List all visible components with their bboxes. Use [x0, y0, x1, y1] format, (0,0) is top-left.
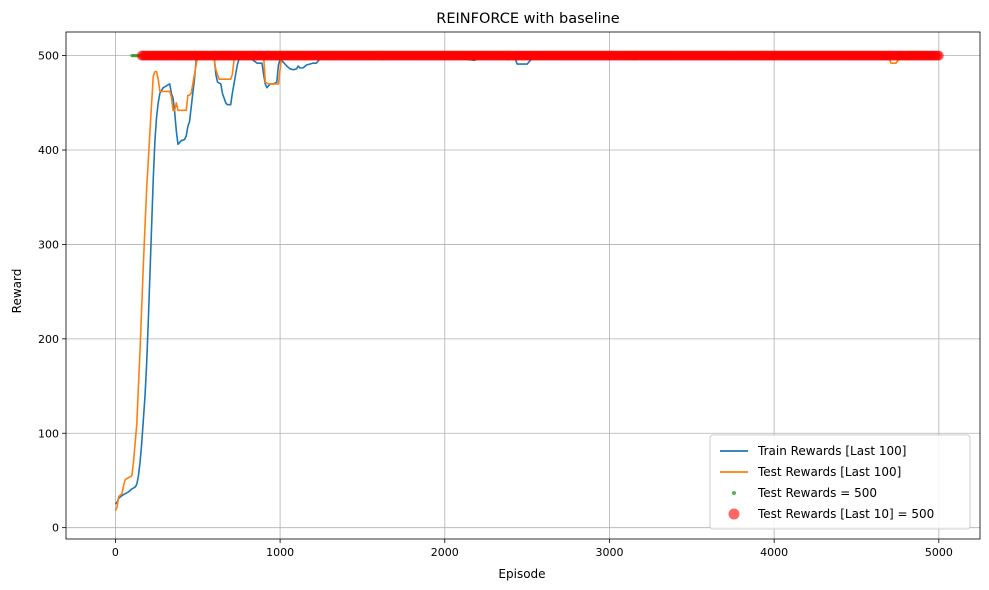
- axes-frame: [65, 31, 981, 540]
- legend: Train Rewards [Last 100] Test Rewards [La…: [709, 434, 971, 530]
- x-tick-label: 2000: [431, 546, 459, 559]
- legend-label-2: Test Rewards = 500: [757, 486, 877, 500]
- legend-label-1: Test Rewards [Last 100]: [757, 465, 901, 479]
- x-tick-label: 1000: [266, 546, 294, 559]
- legend-label-3: Test Rewards [Last 10] = 500: [757, 507, 934, 521]
- y-tick-label: 400: [38, 144, 59, 157]
- y-tick-label: 100: [38, 427, 59, 440]
- legend-box: [709, 434, 971, 530]
- x-axis-label: Episode: [498, 567, 545, 581]
- series-line-1: [114, 54, 939, 511]
- y-tick-label: 300: [38, 238, 59, 251]
- test-reward-last10-marker: [933, 50, 944, 61]
- legend-swatch-2: [732, 491, 736, 495]
- y-axis-label: Reward: [10, 269, 24, 314]
- x-tick-label: 0: [112, 546, 119, 559]
- y-tick-label: 200: [38, 333, 59, 346]
- x-tick-label: 4000: [760, 546, 788, 559]
- x-tick-label: 3000: [595, 546, 623, 559]
- y-tick-label: 0: [52, 522, 59, 535]
- legend-label-0: Train Rewards [Last 100]: [757, 444, 906, 458]
- plot-area: [114, 50, 944, 511]
- legend-swatch-3: [728, 508, 740, 520]
- axes: 0 1000 2000 3000 4000 5000 0 100 200 300 400 500: [38, 31, 981, 559]
- y-tick-label: 500: [38, 50, 59, 63]
- chart-title: REINFORCE with baseline: [436, 11, 620, 27]
- x-tick-label: 5000: [925, 546, 953, 559]
